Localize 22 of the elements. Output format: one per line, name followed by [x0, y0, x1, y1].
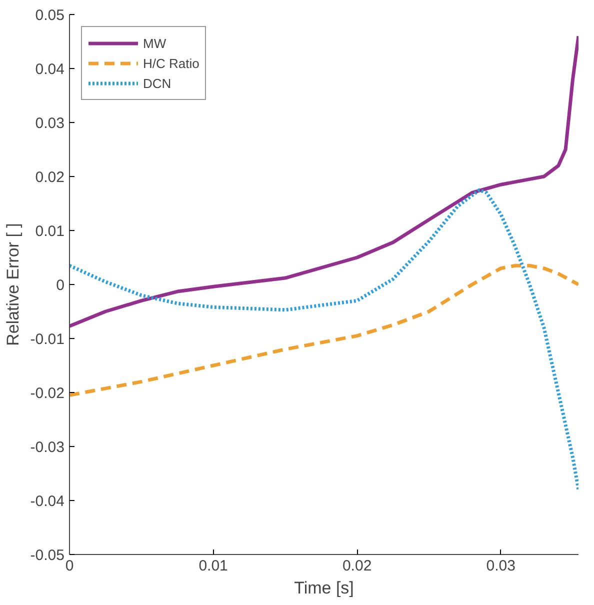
- y-tick-label: -0.02: [30, 385, 65, 402]
- line-series: [70, 34, 578, 328]
- legend-label: H/C Ratio: [143, 56, 200, 70]
- x-tick-label: 0.02: [342, 558, 372, 574]
- line-series: [70, 188, 578, 492]
- y-tick-label: 0.03: [35, 115, 65, 132]
- x-tick-label: 0.01: [198, 558, 228, 574]
- line-series: [70, 264, 578, 397]
- y-tick-label: -0.04: [30, 493, 65, 510]
- y-tick-label: 0: [56, 277, 64, 294]
- legend-label: DCN: [143, 76, 172, 90]
- y-tick-label: -0.01: [30, 331, 65, 348]
- x-axis-title: Time [s]: [294, 578, 354, 598]
- y-tick-label: 0.04: [35, 61, 65, 78]
- y-tick-label: -0.03: [30, 439, 65, 456]
- y-tick-label: 0.05: [35, 7, 65, 24]
- y-tick-label: 0.01: [35, 223, 65, 240]
- y-axis-title: Relative Error [ ]: [3, 223, 22, 346]
- y-tick-label: 0.02: [35, 169, 65, 186]
- x-tick-label: 0.03: [486, 558, 516, 574]
- y-tick-label: -0.05: [30, 547, 65, 564]
- legend-label: MW: [143, 36, 166, 50]
